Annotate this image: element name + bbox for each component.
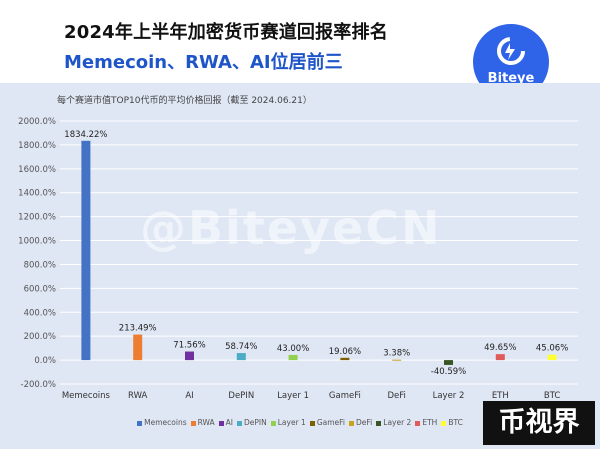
y-tick-label: 2000.0% bbox=[18, 117, 56, 127]
data-label: -40.59% bbox=[431, 367, 466, 377]
chart-note: 每个赛道市值TOP10代币的平均价格回报（截至 2024.06.21） bbox=[57, 96, 312, 106]
x-tick-label: DeFi bbox=[387, 391, 405, 401]
legend-label: AI bbox=[225, 418, 234, 427]
chart-area: 每个赛道市值TOP10代币的平均价格回报（截至 2024.06.21） @Bit… bbox=[0, 83, 600, 449]
data-label: 58.74% bbox=[225, 342, 257, 352]
legend-item: ETH bbox=[415, 418, 437, 427]
legend-label: Memecoins bbox=[144, 418, 187, 427]
bar bbox=[133, 334, 143, 361]
data-label: 43.00% bbox=[277, 344, 309, 354]
bar bbox=[236, 353, 246, 361]
x-tick-label: BTC bbox=[544, 391, 561, 401]
x-tick-label: Layer 2 bbox=[433, 391, 465, 401]
legend-swatch bbox=[237, 420, 243, 426]
legend-item: BTC bbox=[441, 418, 463, 427]
y-tick-label: 400.0% bbox=[24, 308, 56, 318]
y-tick-label: 1600.0% bbox=[18, 165, 56, 175]
legend-item: Layer 1 bbox=[270, 418, 306, 427]
y-tick-label: 600.0% bbox=[24, 284, 56, 294]
legend-label: DePIN bbox=[244, 418, 267, 427]
legend-label: DeFi bbox=[356, 418, 373, 427]
y-tick-label: 1200.0% bbox=[18, 213, 56, 223]
legend-label: ETH bbox=[422, 418, 438, 427]
data-label: 3.38% bbox=[383, 349, 410, 359]
bar bbox=[392, 359, 402, 361]
x-tick-label: RWA bbox=[128, 391, 148, 401]
y-tick-label: 200.0% bbox=[24, 332, 56, 342]
chart-title: 2024年上半年加密货币赛道回报率排名 bbox=[64, 22, 388, 43]
y-tick-label: 0.0% bbox=[34, 356, 56, 366]
legend-label: BTC bbox=[448, 418, 463, 427]
legend-item: DeFi bbox=[349, 418, 372, 427]
legend-swatch bbox=[137, 420, 143, 426]
bar bbox=[547, 354, 557, 361]
legend-item: GameFi bbox=[309, 418, 346, 427]
x-tick-label: AI bbox=[185, 391, 193, 401]
bar bbox=[185, 351, 194, 361]
chart-legend: Memecoins RWA AI DePIN Layer 1 GameFi DeFi Laye… bbox=[0, 418, 600, 427]
bar bbox=[444, 360, 453, 365]
bar bbox=[495, 354, 505, 361]
x-tick-label: GameFi bbox=[329, 391, 361, 401]
bar bbox=[81, 140, 91, 361]
logo-text: Biteye bbox=[487, 71, 535, 86]
y-tick-label: -200.0% bbox=[21, 380, 56, 390]
legend-swatch bbox=[309, 420, 315, 426]
watermark: @BiteyeCN bbox=[140, 201, 442, 255]
x-tick-label: ETH bbox=[492, 391, 509, 401]
legend-item: AI bbox=[218, 418, 234, 427]
legend-swatch bbox=[441, 420, 447, 426]
legend-label: GameFi bbox=[316, 418, 346, 427]
source-badge: 币视界 bbox=[483, 401, 595, 445]
legend-item: DePIN bbox=[237, 418, 267, 427]
y-tick-label: 800.0% bbox=[24, 260, 56, 270]
x-tick-label: Memecoins bbox=[62, 391, 111, 401]
y-tick-label: 1000.0% bbox=[18, 237, 56, 247]
data-label: 49.65% bbox=[484, 343, 516, 353]
data-label: 213.49% bbox=[119, 324, 157, 334]
legend-label: Layer 2 bbox=[383, 418, 412, 427]
legend-swatch bbox=[190, 420, 196, 426]
legend-swatch bbox=[218, 420, 224, 426]
legend-item: RWA bbox=[190, 418, 215, 427]
legend-label: RWA bbox=[197, 418, 215, 427]
x-tick-label: Layer 1 bbox=[277, 391, 309, 401]
legend-swatch bbox=[349, 420, 355, 426]
x-tick-label: DePIN bbox=[228, 391, 254, 401]
legend-item: Layer 2 bbox=[376, 418, 411, 427]
legend-swatch bbox=[376, 420, 382, 426]
y-tick-label: 1400.0% bbox=[18, 189, 56, 199]
data-label: 1834.22% bbox=[64, 130, 107, 140]
legend-swatch bbox=[270, 420, 276, 426]
y-tick-label: 1800.0% bbox=[18, 141, 56, 151]
bar bbox=[340, 357, 350, 361]
legend-item: Memecoins bbox=[137, 418, 187, 427]
legend-swatch bbox=[415, 420, 421, 426]
data-label: 45.06% bbox=[536, 344, 568, 354]
bar bbox=[288, 354, 298, 361]
chart-subtitle-highlight: Memecoin、RWA、AI位居前三 bbox=[64, 52, 343, 73]
data-label: 19.06% bbox=[329, 347, 361, 357]
data-label: 71.56% bbox=[173, 341, 205, 351]
logo-mark-icon bbox=[497, 37, 525, 65]
bar-chart: -200.0% 0.0% 200.0% 400.0% 600.0% 800.0% 1000.… bbox=[18, 117, 578, 401]
legend-label: Layer 1 bbox=[277, 418, 306, 427]
